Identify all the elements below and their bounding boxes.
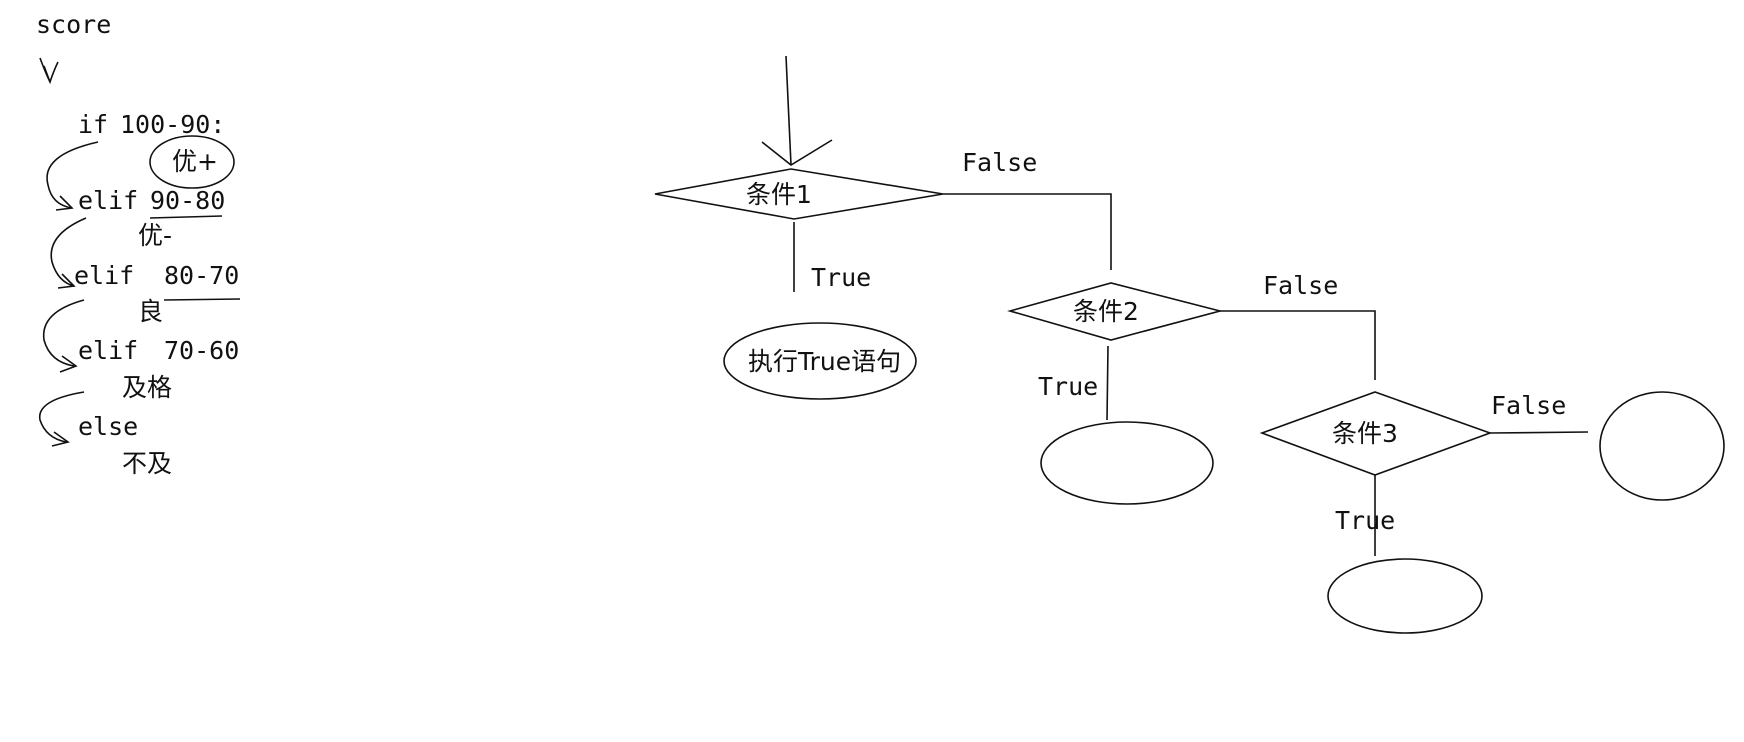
- range-underline: [149, 215, 223, 219]
- condition-1-false-line: [943, 193, 1112, 270]
- range-underline: [163, 298, 241, 301]
- code-line-range: 80-70: [164, 261, 239, 290]
- condition-1-label: 条件1: [746, 180, 812, 209]
- condition-3-false-label: False: [1491, 391, 1566, 420]
- condition-2-true-label: True: [1038, 372, 1098, 401]
- condition-3-false-node: [1599, 391, 1725, 501]
- condition-3-true-node: [1327, 558, 1483, 634]
- condition-2-true-line: [1106, 345, 1109, 421]
- entry-arrow: [39, 57, 59, 85]
- result-circle: [149, 135, 235, 189]
- code-line-range: 100-90:: [120, 110, 225, 139]
- condition-2-false-line: [1220, 310, 1376, 380]
- action-label: 执行True语句: [748, 347, 901, 376]
- branch-arrow: [46, 141, 99, 211]
- flowchart: 条件1 True 执行True语句 False 条件2 True False 条…: [654, 55, 1725, 634]
- code-line-result: 良: [138, 297, 163, 326]
- condition-1-false-label: False: [962, 148, 1037, 177]
- code-notes: score if 100-90: 优+ elif 90-80 优- elif 8…: [36, 10, 241, 478]
- condition-3-true-label: True: [1335, 506, 1395, 535]
- code-line-keyword: else: [78, 412, 138, 441]
- condition-1-true-label: True: [811, 263, 871, 292]
- branch-arrow: [42, 299, 85, 373]
- condition-2-label: 条件2: [1073, 297, 1139, 326]
- code-line-keyword: elif: [78, 186, 138, 215]
- code-line-keyword: if: [78, 110, 108, 139]
- code-line-keyword: elif: [78, 336, 138, 365]
- code-line-result: 优+: [172, 147, 218, 176]
- code-line-range: 90-80: [150, 186, 225, 215]
- code-line-result: 不及: [122, 449, 172, 478]
- code-line-result: 及格: [122, 373, 172, 402]
- condition-3-label: 条件3: [1332, 419, 1398, 448]
- entry-arrowhead: [761, 139, 833, 166]
- code-line-keyword: elif: [74, 261, 134, 290]
- condition-2-result-node: [1040, 421, 1214, 505]
- code-line-result: 优-: [138, 221, 172, 250]
- branch-arrow: [39, 391, 85, 447]
- code-line-range: 70-60: [164, 336, 239, 365]
- condition-2-false-label: False: [1263, 271, 1338, 300]
- entry-line: [785, 55, 792, 166]
- variable-label: score: [36, 10, 111, 39]
- branch-arrow: [50, 217, 87, 289]
- action-node: [723, 322, 917, 400]
- condition-3-false-line: [1489, 431, 1589, 434]
